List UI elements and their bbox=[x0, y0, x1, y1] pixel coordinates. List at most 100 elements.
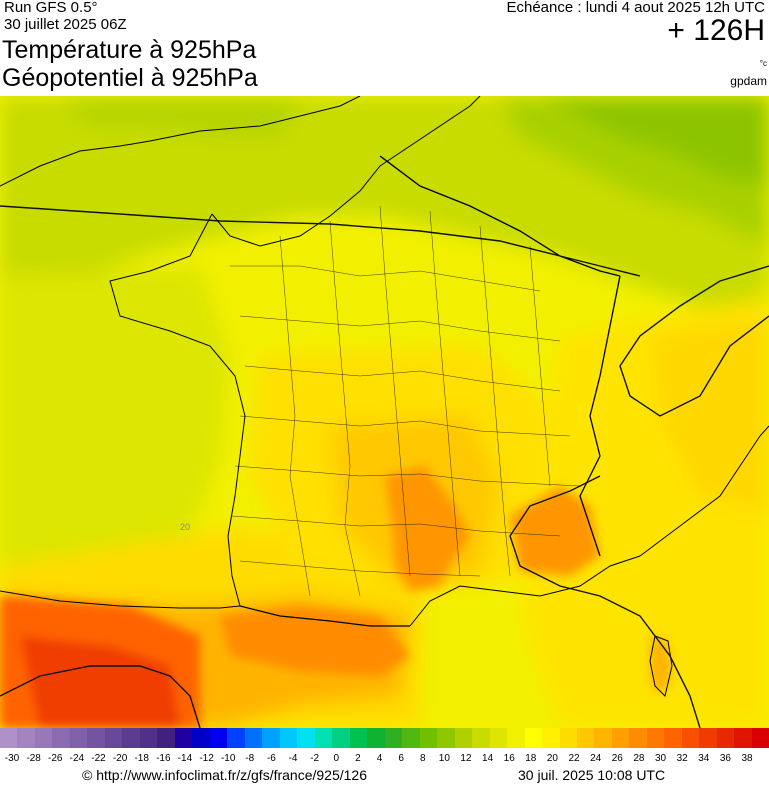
color-scale-labels: -30 -28 -26 -24 -22 -20 -18 -16 -14 -12 -10 -8 -6 -4-… bbox=[0, 753, 769, 765]
scale-swatch bbox=[367, 728, 385, 748]
scale-tick-label: -18 bbox=[134, 753, 149, 764]
scale-swatch bbox=[629, 728, 647, 748]
scale-tick-label: 20 bbox=[546, 753, 558, 764]
scale-tick-label: 22 bbox=[568, 753, 580, 764]
scale-swatch bbox=[262, 728, 280, 748]
source-url[interactable]: © http://www.infoclimat.fr/z/gfs/france/… bbox=[82, 767, 367, 783]
isotherm-label: 20 bbox=[180, 522, 190, 532]
scale-swatch bbox=[524, 728, 543, 748]
scale-tick-label: 14 bbox=[482, 753, 494, 764]
scale-swatch bbox=[227, 728, 245, 748]
scale-tick-label: -8 bbox=[245, 753, 255, 764]
scale-tick-label: 12 bbox=[460, 753, 472, 764]
scale-swatch bbox=[139, 728, 158, 748]
scale-swatch bbox=[507, 728, 525, 748]
scale-tick-label: -26 bbox=[48, 753, 63, 764]
scale-swatch bbox=[34, 728, 53, 748]
coast-spain-north bbox=[0, 590, 241, 609]
field-hot-pyrenees bbox=[220, 606, 410, 676]
scale-swatch bbox=[454, 728, 473, 748]
scale-swatch bbox=[472, 728, 490, 748]
scale-tick-label: 24 bbox=[590, 753, 602, 764]
scale-tick-label: 32 bbox=[676, 753, 688, 764]
contour-iberia bbox=[0, 665, 201, 728]
run-date: 30 juillet 2025 06Z bbox=[4, 16, 127, 33]
scale-tick-label: 6 bbox=[398, 753, 404, 764]
scale-swatch bbox=[192, 728, 210, 748]
scale-swatch bbox=[297, 728, 315, 748]
scale-swatch bbox=[734, 728, 752, 748]
scale-tick-label: 8 bbox=[419, 753, 426, 764]
border-east bbox=[579, 275, 621, 557]
scale-tick-label: -20 bbox=[112, 753, 128, 764]
scale-tick-label: -4 bbox=[288, 753, 298, 764]
scale-swatch bbox=[646, 728, 665, 748]
scale-swatch bbox=[174, 728, 193, 748]
scale-tick-label: -22 bbox=[91, 753, 106, 764]
field-north-west-green bbox=[60, 96, 300, 136]
scale-swatch bbox=[559, 728, 577, 748]
scale-swatch bbox=[402, 728, 420, 748]
coast-corsica bbox=[649, 635, 673, 697]
field-hot-rhone bbox=[385, 466, 470, 591]
scale-tick-label: 2 bbox=[355, 753, 361, 764]
forecast-horizon: + 126H bbox=[667, 14, 765, 47]
field-atlantic bbox=[0, 266, 230, 596]
coast-france-north bbox=[211, 96, 481, 247]
scale-swatch bbox=[437, 728, 455, 748]
scale-tick-label: 38 bbox=[741, 753, 753, 764]
run-label: Run GFS 0.5° bbox=[4, 0, 98, 16]
scale-swatch bbox=[664, 728, 682, 748]
scale-swatch bbox=[279, 728, 298, 748]
scale-swatch bbox=[52, 728, 70, 748]
map-title-temperature: Température à 925hPa bbox=[2, 36, 257, 64]
temperature-map[interactable]: 20 bbox=[0, 96, 769, 728]
scale-tick-label: -10 bbox=[220, 753, 236, 764]
scale-tick-label: 28 bbox=[633, 753, 645, 764]
scale-tick-label: 18 bbox=[525, 753, 537, 764]
scale-swatch bbox=[384, 728, 403, 748]
geopotential-unit: gpdam bbox=[730, 74, 767, 88]
scale-tick-label: 4 bbox=[376, 753, 383, 764]
scale-swatch bbox=[699, 728, 717, 748]
scale-swatch bbox=[349, 728, 368, 748]
border-pyrenees bbox=[239, 605, 410, 627]
generated-timestamp: 30 juil. 2025 10:08 UTC bbox=[518, 767, 666, 783]
scale-swatch bbox=[314, 728, 333, 748]
scale-tick-label: -14 bbox=[177, 753, 193, 764]
scale-tick-label: 36 bbox=[719, 753, 731, 764]
scale-swatch bbox=[244, 728, 263, 748]
scale-tick-label: 34 bbox=[698, 753, 710, 764]
scale-swatch bbox=[716, 728, 735, 748]
field-east-orange bbox=[650, 316, 769, 516]
scale-tick-label: -12 bbox=[199, 753, 214, 764]
contour-north bbox=[0, 205, 641, 277]
scale-swatch bbox=[209, 728, 228, 748]
scale-tick-label: 26 bbox=[611, 753, 623, 764]
map-title-geopotential: Géopotentiel à 925hPa bbox=[2, 64, 258, 92]
scale-tick-label: -24 bbox=[69, 753, 85, 764]
scale-swatch bbox=[332, 728, 350, 748]
temperature-unit: °c bbox=[759, 59, 767, 68]
geopotential-contours bbox=[0, 205, 769, 728]
department-borders bbox=[230, 205, 581, 597]
scale-swatch bbox=[87, 728, 105, 748]
scale-tick-label: -6 bbox=[266, 753, 276, 764]
border-north bbox=[379, 155, 621, 277]
contour-alps bbox=[509, 475, 701, 728]
color-scale-bar bbox=[0, 728, 769, 748]
country-borders bbox=[239, 155, 621, 627]
scale-tick-label: -28 bbox=[26, 753, 41, 764]
scale-tick-label: -2 bbox=[310, 753, 320, 764]
scale-tick-label: 30 bbox=[654, 753, 667, 764]
scale-tick-label: 0 bbox=[333, 753, 340, 764]
scale-swatch bbox=[489, 728, 508, 748]
coast-britain bbox=[0, 96, 361, 187]
scale-swatch bbox=[751, 728, 769, 748]
scale-swatch bbox=[104, 728, 123, 748]
scale-swatch bbox=[681, 728, 700, 748]
forecast-valid-time: Echéance : lundi 4 aout 2025 12h UTC bbox=[506, 0, 765, 16]
field-north-darkgreen bbox=[540, 96, 769, 186]
scale-swatch bbox=[576, 728, 595, 748]
contour-east-loop bbox=[619, 265, 769, 417]
